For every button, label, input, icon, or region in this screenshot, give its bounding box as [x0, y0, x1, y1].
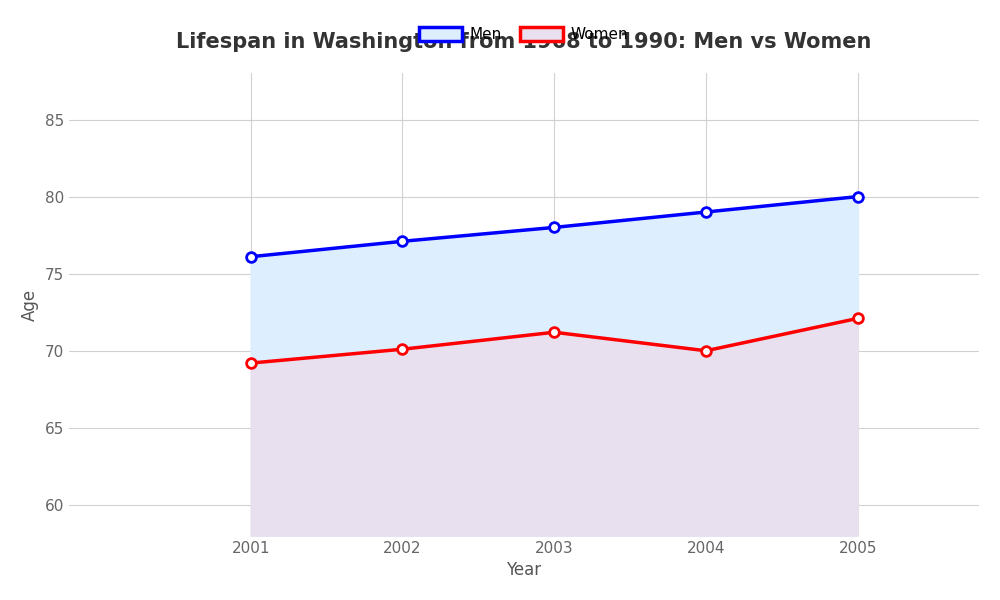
Title: Lifespan in Washington from 1968 to 1990: Men vs Women: Lifespan in Washington from 1968 to 1990… — [176, 32, 872, 52]
Legend: Men, Women: Men, Women — [413, 21, 635, 48]
Y-axis label: Age: Age — [21, 289, 39, 320]
X-axis label: Year: Year — [506, 561, 541, 579]
